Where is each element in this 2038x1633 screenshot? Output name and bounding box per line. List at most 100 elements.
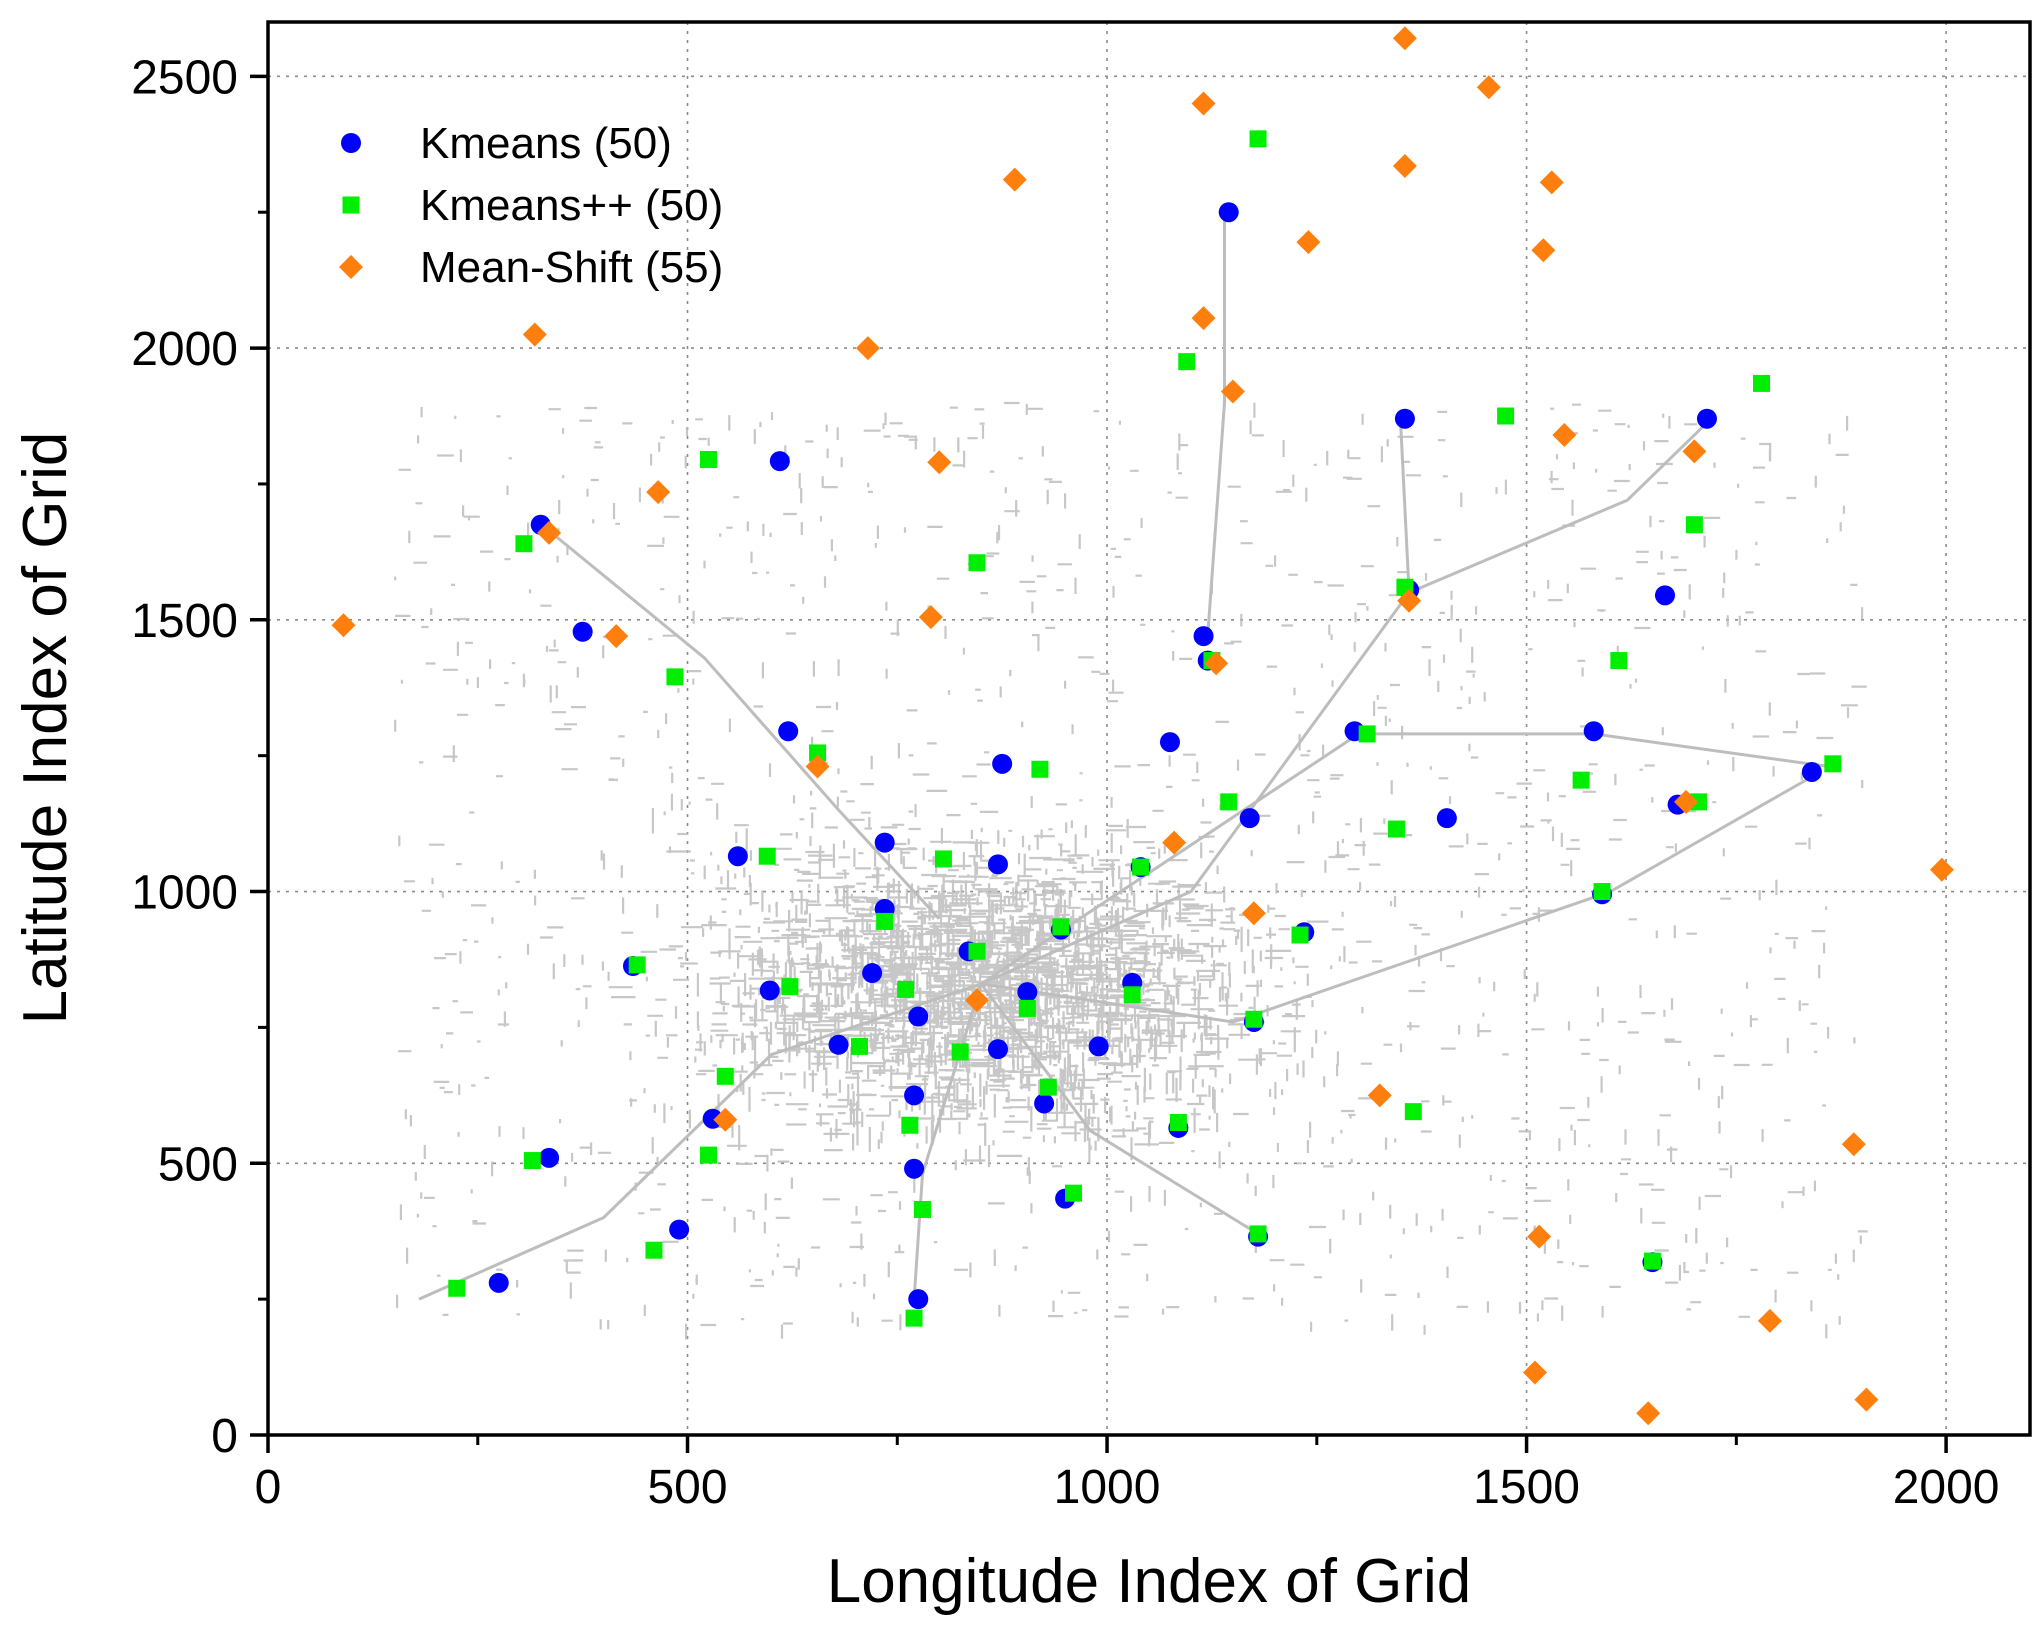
circle-point-23 xyxy=(987,1039,1008,1060)
circle-point-11 xyxy=(828,1034,849,1055)
square-point-5 xyxy=(523,1152,541,1170)
y-tick-label: 500 xyxy=(158,1138,238,1191)
diamond-point-33 xyxy=(1757,1308,1782,1333)
square-point-2 xyxy=(666,668,684,686)
circle-point-5 xyxy=(727,846,748,867)
legend-label: Kmeans (50) xyxy=(420,119,672,168)
diamond-point-31 xyxy=(1673,789,1698,814)
square-point-45 xyxy=(1610,652,1628,670)
road-corridor-1 xyxy=(543,526,941,920)
y-tick-label: 1500 xyxy=(131,595,238,648)
diamond-point-2 xyxy=(522,322,547,347)
circle-point-47 xyxy=(1696,408,1717,429)
circle-point-12 xyxy=(908,1006,929,1027)
square-point-37 xyxy=(1291,926,1309,944)
diamond-point-32 xyxy=(1682,439,1707,464)
diamond-point-17 xyxy=(1220,379,1245,404)
square-point-7 xyxy=(645,1241,663,1259)
x-tick-label: 2000 xyxy=(1893,1461,2000,1514)
y-tick-label: 1000 xyxy=(131,867,238,920)
circle-point-2 xyxy=(572,621,593,642)
y-axis-title: Latitude Index of Grid xyxy=(11,432,80,1025)
square-point-30 xyxy=(1169,1114,1187,1132)
diamond-point-5 xyxy=(646,480,671,505)
square-point-43 xyxy=(1572,771,1590,789)
diamond-point-13 xyxy=(1162,830,1187,855)
circle-point-10 xyxy=(862,963,883,984)
data-series xyxy=(331,26,1954,1426)
diamond-point-30 xyxy=(1636,1401,1661,1426)
square-point-16 xyxy=(901,1116,919,1134)
square-point-41 xyxy=(1404,1103,1422,1121)
square-point-27 xyxy=(1064,1184,1082,1202)
diamond-point-28 xyxy=(1539,170,1564,195)
square-point-17 xyxy=(913,1200,931,1218)
y-tick-label: 0 xyxy=(211,1410,238,1463)
square-point-28 xyxy=(1123,986,1141,1004)
circle-point-14 xyxy=(904,1158,925,1179)
legend-marker-diamond xyxy=(339,255,363,279)
diamond-point-35 xyxy=(1854,1387,1879,1412)
road-corridor-9 xyxy=(980,732,1829,986)
circle-point-8 xyxy=(874,832,895,853)
legend-label: Mean-Shift (55) xyxy=(420,243,723,292)
y-axis-ticks: 0 500 1000 1500 2000 2500 xyxy=(131,51,268,1463)
diamond-point-7 xyxy=(805,754,830,779)
square-point-48 xyxy=(1690,793,1708,811)
square-point-34 xyxy=(1245,1010,1263,1028)
diamond-point-29 xyxy=(1552,423,1577,448)
diamond-point-22 xyxy=(1392,26,1417,51)
square-point-11 xyxy=(781,978,799,996)
diamond-point-34 xyxy=(1841,1132,1866,1157)
circle-point-18 xyxy=(539,1147,560,1168)
diamond-point-11 xyxy=(964,988,989,1013)
square-point-1 xyxy=(515,535,533,553)
legend: Kmeans (50) Kmeans++ (50) Mean-Shift (55) xyxy=(339,119,723,292)
circle-point-17 xyxy=(488,1272,509,1293)
circle-point-4 xyxy=(778,721,799,742)
square-point-29 xyxy=(1132,858,1150,876)
square-point-10 xyxy=(758,847,776,865)
square-point-18 xyxy=(905,1309,923,1327)
diamond-point-21 xyxy=(1392,154,1417,179)
x-tick-label: 500 xyxy=(647,1461,727,1514)
circle-point-24 xyxy=(1017,982,1038,1003)
x-tick-label: 1000 xyxy=(1054,1461,1161,1514)
circle-point-45 xyxy=(1655,585,1676,606)
diamond-point-36 xyxy=(1929,857,1954,882)
road-corridor-6 xyxy=(1206,212,1226,637)
legend-item-diamond: Mean-Shift (55) xyxy=(339,243,723,292)
diamond-point-18 xyxy=(1241,901,1266,926)
square-point-33 xyxy=(1220,793,1238,811)
diamond-point-10 xyxy=(927,450,952,475)
square-point-3 xyxy=(700,450,717,468)
diamond-point-6 xyxy=(713,1107,738,1132)
legend-item-circle: Kmeans (50) xyxy=(341,119,672,168)
square-point-31 xyxy=(1178,353,1196,371)
diamond-point-20 xyxy=(1367,1083,1392,1108)
square-point-44 xyxy=(1593,883,1611,901)
square-point-36 xyxy=(1249,130,1267,148)
square-point-6 xyxy=(448,1279,466,1297)
x-tick-label: 1500 xyxy=(1473,1461,1580,1514)
diamond-point-24 xyxy=(1476,75,1501,100)
square-point-13 xyxy=(851,1037,869,1055)
square-point-14 xyxy=(876,912,894,930)
diamond-point-1 xyxy=(331,613,356,638)
diamond-point-27 xyxy=(1531,238,1556,263)
square-point-15 xyxy=(897,980,915,998)
diamond-point-26 xyxy=(1527,1224,1552,1249)
diamond-point-15 xyxy=(1191,306,1216,331)
diamond-point-4 xyxy=(604,624,629,649)
legend-item-square: Kmeans++ (50) xyxy=(342,181,723,230)
circle-point-3 xyxy=(769,451,790,472)
square-point-25 xyxy=(1039,1078,1057,1096)
series-diamond xyxy=(331,26,1954,1426)
square-point-4 xyxy=(628,956,646,974)
square-point-35 xyxy=(1249,1225,1267,1243)
circle-point-21 xyxy=(987,854,1008,875)
circle-point-22 xyxy=(992,753,1013,774)
series-square xyxy=(448,130,1842,1327)
square-point-49 xyxy=(1753,374,1771,392)
square-point-22 xyxy=(968,554,986,572)
